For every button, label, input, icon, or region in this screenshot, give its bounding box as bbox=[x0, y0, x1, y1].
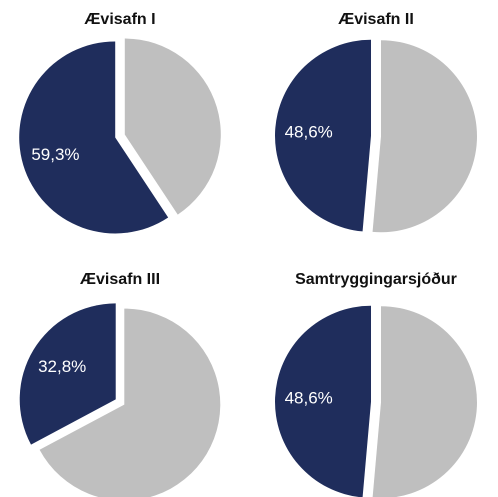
pie-slice bbox=[372, 40, 477, 233]
pie-slice bbox=[275, 39, 372, 232]
pie-title: Samtryggingarsjóður bbox=[295, 271, 457, 288]
pie-title: Ævisafn III bbox=[80, 271, 160, 288]
pie-slice bbox=[275, 305, 372, 497]
slice-label: 48,6% bbox=[285, 389, 333, 408]
pie-title: Ævisafn I bbox=[84, 11, 155, 28]
pie-slice bbox=[372, 306, 477, 497]
pie-slice bbox=[124, 38, 221, 215]
pie-slice bbox=[39, 308, 221, 497]
slice-label: 32,8% bbox=[38, 357, 86, 376]
slice-label: 59,3% bbox=[31, 145, 79, 164]
pie-slice bbox=[19, 41, 169, 234]
pie-slice bbox=[19, 303, 116, 445]
pie-title: Ævisafn II bbox=[338, 11, 414, 28]
slice-label: 48,6% bbox=[285, 123, 333, 142]
